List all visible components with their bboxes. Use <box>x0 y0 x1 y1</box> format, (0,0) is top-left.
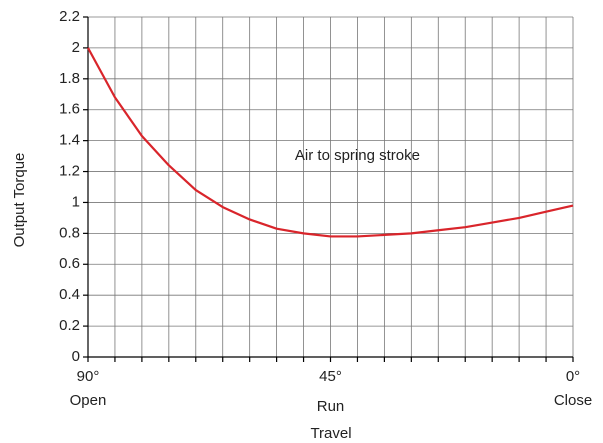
line-series <box>87 47 574 238</box>
x-tick-sublabel: Close <box>554 392 592 409</box>
y-tick-label: 2 <box>72 39 80 56</box>
y-tick-label: 1.4 <box>59 132 80 149</box>
y-tick-label: 1.8 <box>59 70 80 87</box>
y-tick-label: 0.6 <box>59 255 80 272</box>
x-tick-label: 90° <box>77 368 100 385</box>
x-tick-sublabel: Open <box>70 392 107 409</box>
y-tick-label: 0 <box>72 348 80 365</box>
y-tick-label: 0.4 <box>59 286 80 303</box>
y-tick-label: 1.2 <box>59 163 80 180</box>
x-tick-label: 0° <box>566 368 580 385</box>
y-tick-label: 1.6 <box>59 101 80 118</box>
y-tick-label: 2.2 <box>59 8 80 25</box>
y-tick-label: 0.2 <box>59 317 80 334</box>
annotation: Air to spring stroke <box>295 147 420 164</box>
y-tick-label: 1 <box>72 193 80 210</box>
x-tick-label: 45° <box>319 368 342 385</box>
y-axis-label: Output Torque <box>11 153 28 248</box>
x-tick-sublabel: Run <box>317 398 345 415</box>
y-tick-label: 0.8 <box>59 224 80 241</box>
x-axis-label: Travel <box>310 425 351 442</box>
